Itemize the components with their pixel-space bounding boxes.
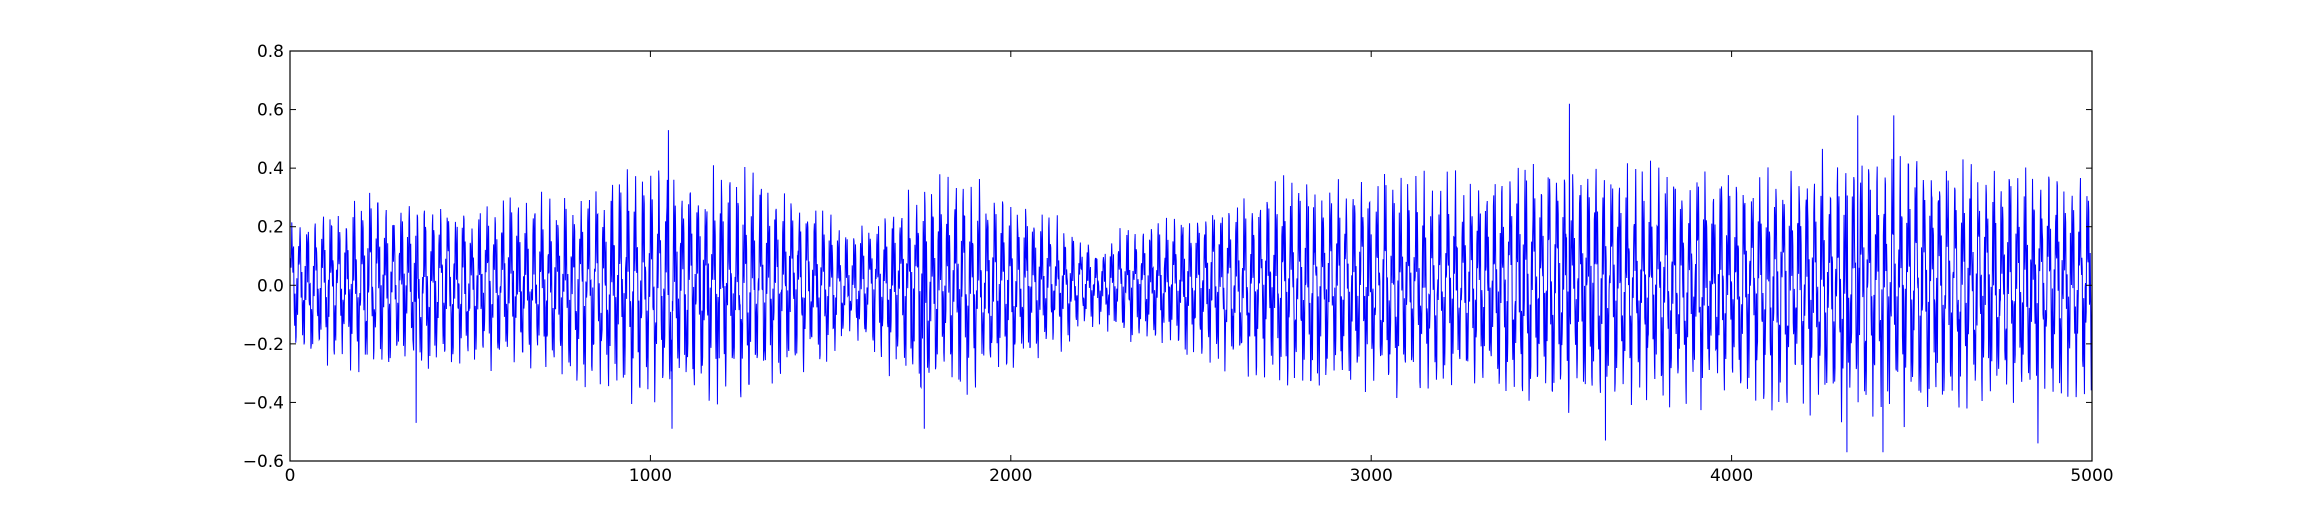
- series-line-0: [289, 103, 2093, 453]
- x-tick-label: 2000: [989, 466, 1032, 486]
- series-layer: [289, 103, 2093, 453]
- y-tick-label: 0.4: [257, 159, 284, 179]
- x-tick-label: 1000: [629, 466, 672, 486]
- x-tick-label: 0: [285, 466, 296, 486]
- x-tick-label: 4000: [1710, 466, 1753, 486]
- y-tick-label: −0.6: [243, 452, 284, 472]
- plot-frame: [289, 50, 2093, 462]
- y-tick-label: 0.8: [257, 42, 284, 62]
- y-tick-label: 0.6: [257, 101, 284, 121]
- y-axis: −0.6 −0.4 −0.2 0.0 0.2 0.4 0.6 0.8: [243, 42, 2092, 472]
- y-tick-label: −0.4: [243, 393, 284, 413]
- y-tick-label: −0.2: [243, 335, 284, 355]
- y-tick-label: 0.0: [257, 276, 284, 296]
- x-tick-label: 3000: [1350, 466, 1393, 486]
- x-tick-label: 5000: [2070, 466, 2113, 486]
- x-axis: 0 1000 2000 3000 4000 5000: [285, 51, 2114, 486]
- y-tick-label: 0.2: [257, 218, 284, 238]
